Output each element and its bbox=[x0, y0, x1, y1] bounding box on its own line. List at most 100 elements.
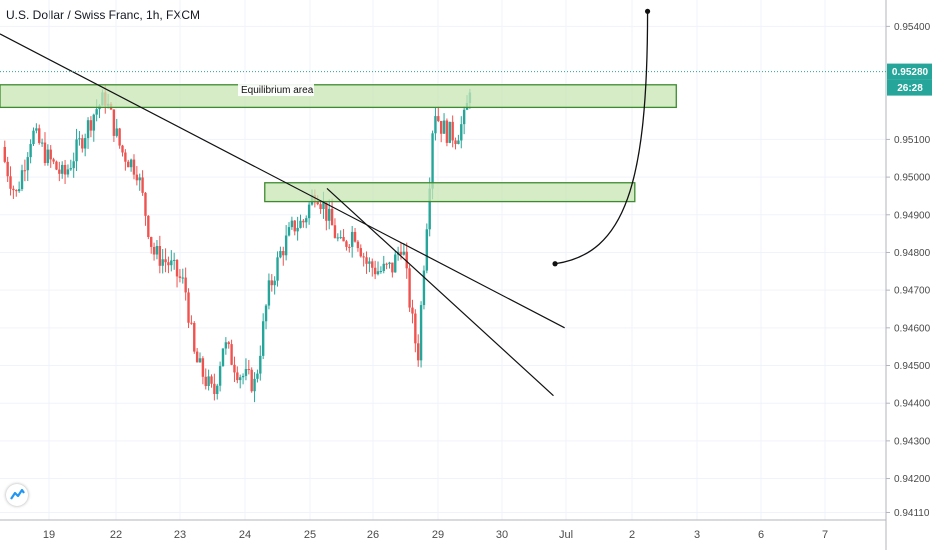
candle-body bbox=[247, 369, 251, 371]
candle-body bbox=[302, 220, 305, 223]
candle-body bbox=[431, 133, 434, 189]
candle-body bbox=[330, 208, 334, 226]
candle-body bbox=[434, 116, 437, 134]
trendline-lower bbox=[326, 187, 554, 397]
candle-body bbox=[75, 139, 78, 162]
candle-body bbox=[267, 280, 271, 306]
candle-body bbox=[72, 161, 75, 169]
candle-body bbox=[147, 215, 150, 238]
y-tick-label: 0.94800 bbox=[894, 248, 931, 259]
candle-body bbox=[78, 138, 81, 140]
candle-body bbox=[95, 109, 98, 115]
projection-end-dot bbox=[644, 8, 651, 14]
candle-body bbox=[394, 254, 397, 273]
candle-body bbox=[457, 140, 460, 145]
chart-title: U.S. Dollar / Swiss Franc, 1h, FXCM bbox=[6, 8, 201, 22]
candle-body bbox=[150, 237, 153, 247]
candle-body bbox=[115, 128, 118, 136]
candle-body bbox=[121, 145, 124, 153]
candle-body bbox=[170, 260, 173, 266]
candle-body bbox=[132, 159, 136, 175]
candle-body bbox=[175, 259, 179, 277]
x-tick-label: 25 bbox=[304, 529, 316, 541]
candle-body bbox=[279, 251, 282, 258]
candle-body bbox=[178, 276, 182, 278]
candle-body bbox=[32, 130, 35, 145]
candle-body bbox=[158, 245, 162, 266]
candle-body bbox=[414, 313, 417, 344]
candle-body bbox=[236, 372, 239, 381]
candle-body bbox=[345, 241, 348, 247]
candle-body bbox=[422, 270, 426, 306]
candle-body bbox=[201, 358, 205, 377]
candle-body bbox=[454, 140, 457, 145]
candle-body bbox=[167, 262, 170, 266]
candle-body bbox=[52, 159, 55, 162]
x-tick-label: 29 bbox=[432, 529, 444, 541]
candle-body bbox=[253, 378, 256, 392]
candle-body bbox=[29, 144, 32, 158]
candle-body bbox=[35, 128, 38, 131]
candle-body bbox=[405, 251, 408, 269]
candle-body bbox=[299, 220, 302, 228]
candle-body bbox=[69, 168, 73, 170]
candle-body bbox=[290, 220, 294, 228]
candle-body bbox=[460, 124, 463, 141]
candle-body bbox=[124, 152, 127, 162]
candle-body bbox=[172, 259, 176, 261]
candle-body bbox=[58, 169, 61, 174]
x-tick-label: 23 bbox=[174, 529, 186, 541]
candle-body bbox=[342, 237, 345, 242]
y-tick-label: 0.94300 bbox=[894, 436, 931, 447]
y-tick-label: 0.94500 bbox=[894, 361, 931, 372]
candle-body bbox=[112, 109, 116, 136]
lower-zone bbox=[264, 182, 636, 203]
candle-body bbox=[144, 192, 147, 216]
candle-body bbox=[307, 204, 311, 219]
candle-body bbox=[26, 157, 29, 171]
candle-body bbox=[448, 121, 451, 143]
x-tick-label: 22 bbox=[110, 529, 122, 541]
candle-body bbox=[256, 373, 259, 379]
candle-body bbox=[373, 267, 377, 275]
x-tick-label: 30 bbox=[496, 529, 508, 541]
candle-body bbox=[61, 164, 64, 174]
candle-body bbox=[92, 114, 95, 131]
candle-body bbox=[365, 257, 368, 264]
countdown-badge bbox=[887, 79, 932, 96]
candle-body bbox=[6, 161, 9, 177]
last-price-label: 0.95280 bbox=[892, 67, 929, 78]
candle-body bbox=[227, 342, 230, 345]
candle-body bbox=[221, 348, 225, 367]
candle-body bbox=[408, 268, 411, 308]
candle-body bbox=[368, 261, 371, 264]
candle-body bbox=[382, 263, 385, 272]
equilibrium-label-bg bbox=[238, 82, 314, 96]
projection-start-dot bbox=[552, 261, 558, 267]
candle-body bbox=[43, 142, 47, 164]
candle-body bbox=[190, 322, 193, 324]
candle-body bbox=[244, 369, 248, 376]
candle-body bbox=[273, 280, 276, 286]
candle-body bbox=[40, 142, 44, 144]
y-tick-label: 0.94900 bbox=[894, 210, 931, 221]
candle-body bbox=[284, 235, 288, 256]
candle-body bbox=[391, 262, 394, 273]
candle-body bbox=[287, 227, 291, 236]
x-tick-label: Jul bbox=[559, 529, 573, 541]
candle-body bbox=[198, 358, 202, 363]
candle-body bbox=[164, 259, 167, 263]
candle-body bbox=[282, 251, 285, 256]
candle-body bbox=[210, 376, 213, 384]
candle-body bbox=[261, 321, 265, 356]
y-tick-label: 0.94110 bbox=[894, 508, 930, 519]
candle-body bbox=[138, 177, 141, 181]
tradingview-logo-icon[interactable] bbox=[6, 484, 28, 506]
candle-body bbox=[9, 176, 12, 189]
x-tick-label: 2 bbox=[629, 529, 635, 541]
x-tick-label: 24 bbox=[239, 529, 251, 541]
y-tick-label: 0.94700 bbox=[894, 286, 931, 297]
candle-body bbox=[181, 277, 184, 279]
candle-body bbox=[402, 251, 406, 255]
